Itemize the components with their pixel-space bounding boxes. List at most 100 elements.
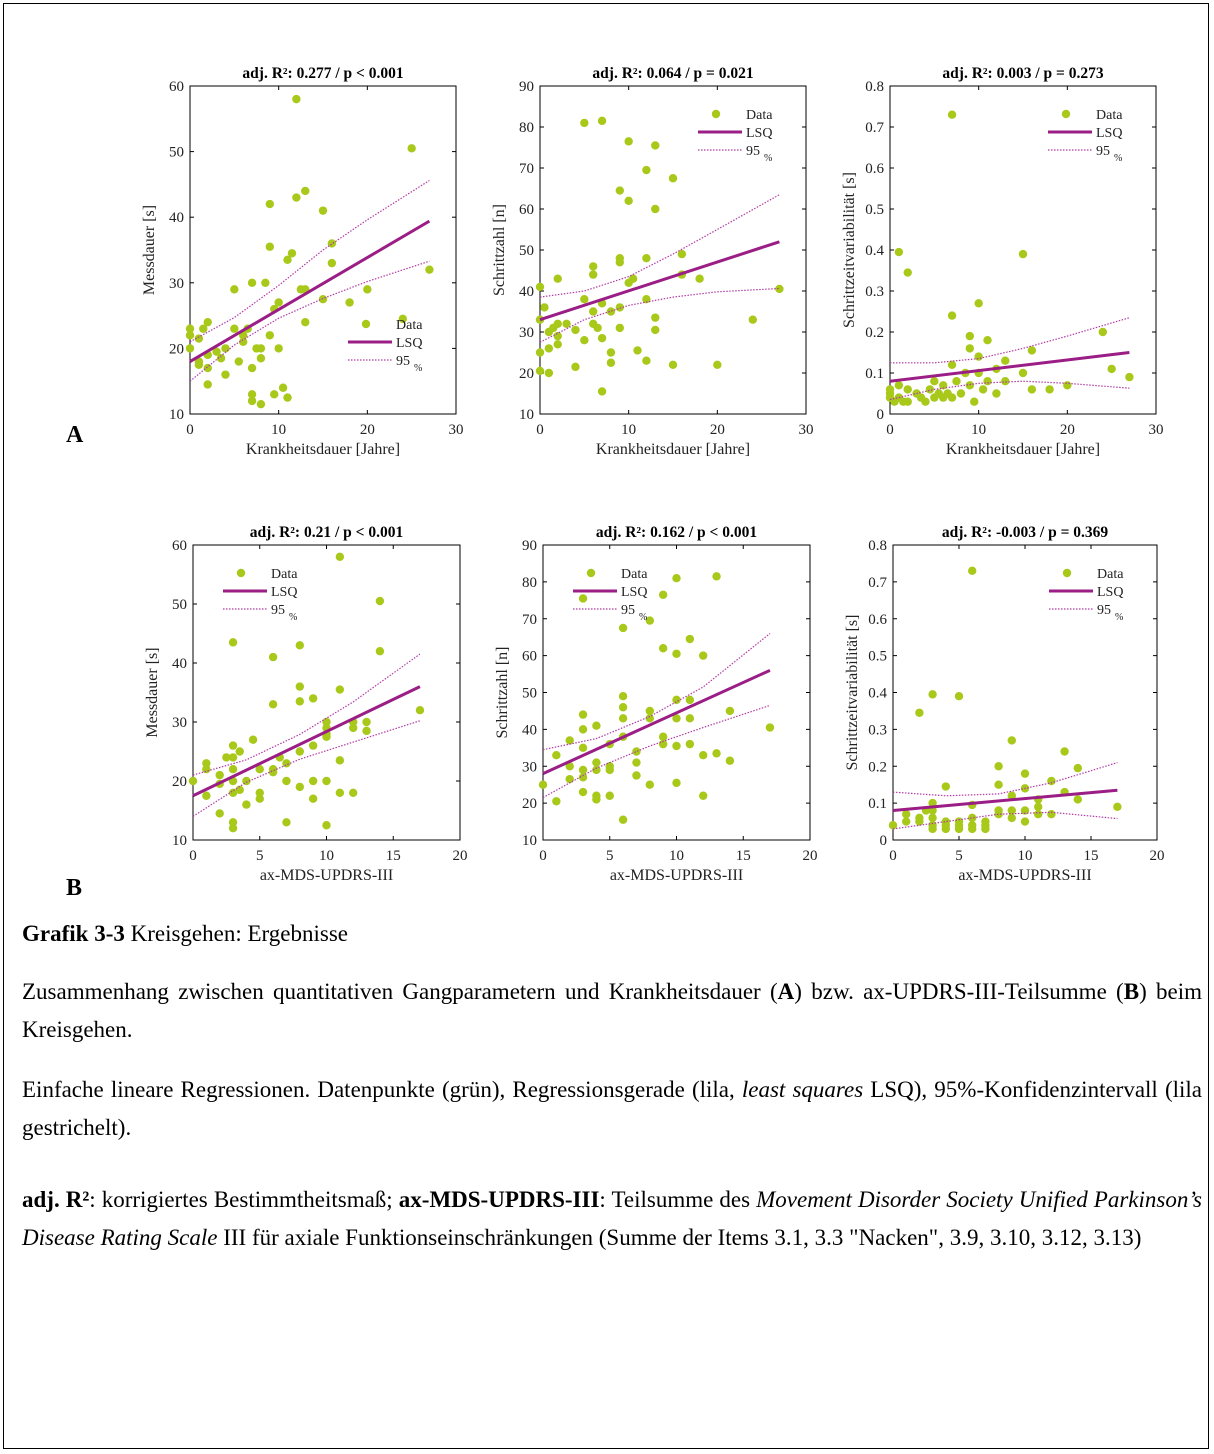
data-point — [685, 739, 695, 749]
data-point — [230, 324, 239, 333]
chart-title: adj. R²: 0.277 / p < 0.001 — [242, 65, 403, 82]
legend-ci-label: 95 — [621, 603, 635, 618]
data-point — [597, 387, 607, 396]
data-point — [580, 336, 589, 345]
ci-lower-line — [192, 720, 421, 817]
x-tick-label: 15 — [386, 848, 401, 864]
legend-data-marker — [711, 109, 721, 119]
data-point — [228, 824, 238, 833]
data-point — [308, 741, 318, 750]
y-tick-label: 70 — [522, 612, 537, 628]
data-point — [301, 186, 310, 196]
data-point — [1063, 381, 1072, 390]
data-point — [1001, 377, 1010, 386]
data-point — [1007, 813, 1016, 823]
lsq-fit-line — [192, 685, 421, 798]
data-point — [695, 274, 704, 283]
data-point — [295, 747, 304, 756]
data-point — [633, 346, 642, 355]
data-point — [318, 295, 328, 304]
data-point — [618, 703, 628, 712]
x-axis-label: Krankheitsdauer [Jahre] — [246, 441, 400, 458]
data-point — [642, 254, 651, 263]
data-point — [185, 344, 195, 353]
x-tick-label: 10 — [971, 422, 986, 438]
caption-term: adj. R² — [22, 1187, 90, 1212]
data-point — [578, 594, 588, 603]
legend-lsq-label: LSQ — [1097, 585, 1123, 600]
y-tick-label: 80 — [522, 575, 537, 591]
data-point — [947, 110, 957, 119]
legend-data-marker — [586, 568, 596, 578]
x-tick-label: 20 — [453, 848, 468, 864]
data-point — [580, 118, 589, 128]
data-point — [658, 644, 668, 653]
y-tick-label: 50 — [519, 243, 534, 259]
y-tick-label: 0.5 — [865, 202, 884, 218]
data-point — [553, 331, 562, 341]
data-point — [274, 298, 283, 307]
data-point — [1047, 776, 1056, 786]
data-point — [578, 773, 588, 782]
y-tick-label: 0.7 — [868, 575, 887, 591]
data-point — [642, 295, 651, 304]
caption-bold-b: B — [1123, 979, 1140, 1004]
data-point — [228, 638, 238, 647]
data-point — [1018, 249, 1028, 259]
y-tick-label: 0.1 — [865, 366, 884, 382]
data-point — [1060, 747, 1069, 756]
x-axis-label: Krankheitsdauer [Jahre] — [946, 441, 1100, 458]
legend-ci-subscript: % — [639, 612, 647, 623]
data-point — [292, 94, 301, 104]
data-point — [632, 758, 641, 767]
y-tick-label: 40 — [522, 722, 537, 738]
y-tick-label: 70 — [519, 161, 534, 177]
data-point — [1027, 346, 1037, 355]
data-point — [345, 298, 354, 307]
legend-data-marker — [236, 568, 246, 578]
caption-paragraph-1: Zusammenhang zwischen quantitativen Gang… — [22, 973, 1202, 1049]
data-point — [228, 818, 238, 827]
data-point — [322, 732, 331, 741]
legend-ci-subscript: % — [1115, 612, 1123, 623]
data-point — [1001, 356, 1010, 365]
x-tick-label: 15 — [736, 848, 751, 864]
data-point — [658, 739, 668, 749]
y-tick-label: 40 — [169, 210, 184, 226]
caption-italic: Movement Disorder Society Unified Parkin… — [22, 1187, 1202, 1250]
data-point — [645, 706, 654, 716]
x-tick-label: 30 — [799, 422, 814, 438]
data-point — [255, 765, 264, 774]
legend: Data LSQ 95% — [1048, 108, 1123, 164]
y-tick-label: 0.8 — [868, 538, 887, 554]
data-point — [930, 377, 939, 386]
data-point — [203, 380, 212, 389]
data-point — [1007, 806, 1016, 815]
data-point — [978, 385, 988, 394]
data-point — [335, 685, 345, 694]
legend-data-marker — [1062, 568, 1072, 578]
data-point — [965, 331, 974, 341]
data-point — [699, 651, 708, 660]
figure-number: Grafik 3-3 — [22, 921, 125, 946]
data-point — [235, 747, 244, 756]
data-point — [941, 782, 950, 791]
chart-title: adj. R²: 0.21 / p < 0.001 — [250, 524, 403, 541]
legend-lsq-label: LSQ — [1096, 126, 1122, 141]
data-point — [256, 399, 266, 409]
data-point — [928, 690, 937, 699]
chart-6: 0 5 10 15 20 0 0.1 0.2 0.3 0.4 0.5 0.6 0.7 0.8 adj. R²… — [844, 524, 1165, 884]
data-point — [672, 695, 681, 705]
data-point — [618, 623, 628, 633]
data-point — [965, 344, 974, 353]
ci-upper-line — [892, 762, 1118, 797]
data-point — [605, 791, 614, 800]
data-point — [228, 741, 238, 750]
x-tick-label: 0 — [539, 848, 547, 864]
data-point — [578, 710, 588, 719]
caption-title-line: Grafik 3-3 Kreisgehen: Ergebnisse — [22, 915, 1202, 953]
data-point — [212, 347, 221, 356]
data-point — [928, 798, 937, 808]
data-point — [672, 649, 681, 658]
